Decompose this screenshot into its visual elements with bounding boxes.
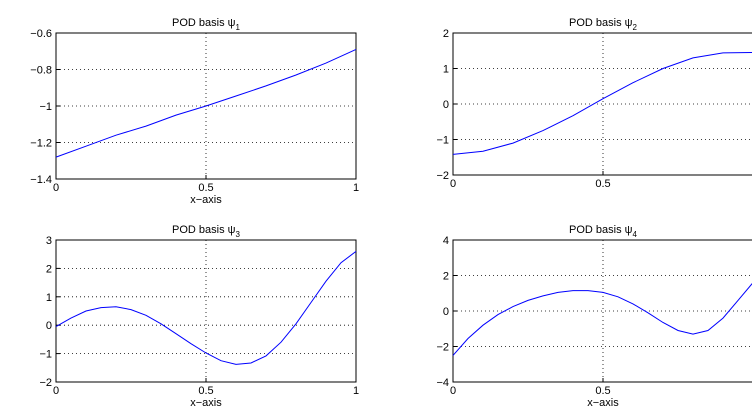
x-tick-label: 0	[53, 385, 59, 397]
x-tick-label: 0	[450, 178, 456, 190]
subplot-title-text: POD basis ψ	[569, 224, 633, 236]
subplot-1: −0.6 −0.8 −1 −1.2 −1.40 0.5 1 x−axis POD basis ψ…	[30, 17, 359, 206]
y-tick-label: −2	[436, 170, 449, 182]
subplot-title-text: POD basis ψ	[569, 17, 633, 29]
y-tick-label: −2	[436, 342, 449, 354]
x-tick-label: 0	[450, 385, 456, 397]
series-line	[452, 52, 752, 155]
y-tick-label: −0.8	[30, 65, 52, 77]
y-tick-label: 1	[46, 292, 52, 304]
y-tick-label: −1	[39, 349, 52, 361]
subplot-title-subscript: 1	[236, 23, 241, 32]
plot-area	[55, 239, 357, 383]
x-tick-label: 0	[53, 182, 59, 194]
subplot-title: POD basis ψ3	[172, 224, 240, 239]
x-axis-label: x−axis	[587, 397, 619, 409]
y-tick-label: 2	[443, 271, 449, 283]
y-tick-label: 4	[443, 235, 449, 247]
subplot-title-text: POD basis ψ	[172, 17, 236, 29]
subplot-title-subscript: 3	[236, 230, 241, 239]
plot-area	[452, 239, 752, 383]
subplot-title: POD basis ψ1	[172, 17, 240, 32]
x-axis-label: x−axis	[190, 194, 222, 206]
y-tick-label: 2	[443, 28, 449, 40]
subplot-title-text: POD basis ψ	[172, 224, 236, 236]
y-tick-label: −2	[39, 377, 52, 389]
series-line	[55, 48, 357, 158]
y-tick-label: 0	[443, 306, 449, 318]
y-tick-label: −1	[436, 135, 449, 147]
y-tick-label: −1.2	[30, 138, 52, 150]
y-tick-label: 2	[46, 263, 52, 275]
x-tick-label: 1	[353, 182, 359, 194]
x-axis-label: x−axis	[190, 397, 222, 409]
x-tick-label: 1	[353, 385, 359, 397]
y-tick-label: 0	[443, 99, 449, 111]
y-tick-label: −1.4	[30, 174, 52, 186]
subplot-title-subscript: 2	[633, 23, 638, 32]
y-tick-label: 0	[46, 320, 52, 332]
subplot-title: POD basis ψ2	[569, 17, 637, 32]
series-line	[55, 251, 357, 365]
x-tick-label: 0.5	[595, 178, 610, 190]
y-tick-label: −1	[39, 101, 52, 113]
y-tick-label: 3	[46, 235, 52, 247]
y-tick-label: −4	[436, 377, 449, 389]
subplot-title-subscript: 4	[633, 230, 638, 239]
y-tick-label: 1	[443, 64, 449, 76]
series-line	[452, 283, 752, 356]
x-tick-label: 0.5	[595, 385, 610, 397]
x-tick-label: 0.5	[198, 182, 213, 194]
y-tick-label: −0.6	[30, 28, 52, 40]
x-tick-label: 0.5	[198, 385, 213, 397]
subplot-title: POD basis ψ4	[569, 224, 637, 239]
